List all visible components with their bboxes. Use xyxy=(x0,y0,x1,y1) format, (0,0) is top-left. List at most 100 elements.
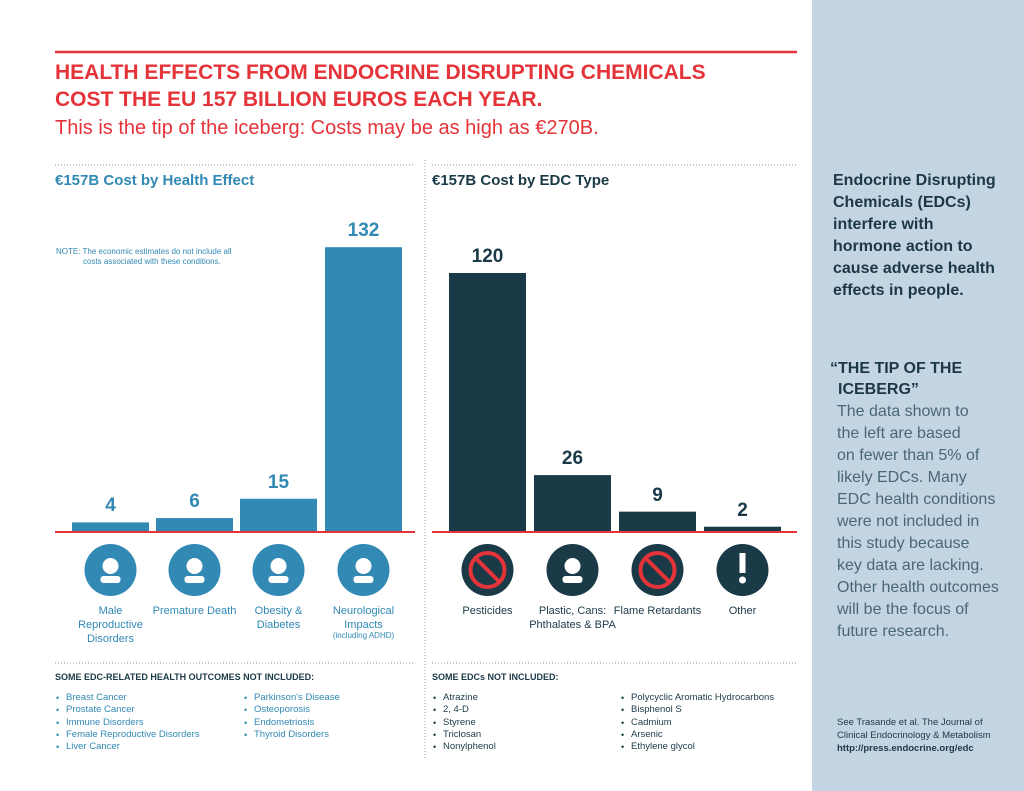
bar xyxy=(325,247,402,531)
icon xyxy=(739,553,746,573)
bar xyxy=(534,475,611,531)
sidebar-body: key data are lacking. xyxy=(837,557,984,574)
icon xyxy=(102,558,119,574)
sidebar-intro: effects in people. xyxy=(833,282,964,299)
category-label: Premature Death xyxy=(152,605,237,617)
bar xyxy=(156,518,233,531)
list-item: Ethylene glycol • xyxy=(621,741,695,753)
list-item: Arsenic • xyxy=(621,728,663,740)
sidebar-intro: interfere with xyxy=(833,216,934,233)
bar xyxy=(240,498,317,531)
value-label: 6 xyxy=(189,491,200,513)
bar xyxy=(72,522,149,531)
list-item: Parkinson's Disease • xyxy=(244,692,340,703)
sidebar-intro: Chemicals (EDCs) xyxy=(833,194,971,211)
icon xyxy=(100,576,121,583)
list-item: Cadmium • xyxy=(621,716,672,728)
bar xyxy=(704,526,781,531)
icon xyxy=(468,551,507,589)
list-item: Endometriosis • xyxy=(244,716,315,728)
icon xyxy=(739,576,746,584)
bullet: • xyxy=(56,729,60,740)
sidebar-body: EDC health conditions xyxy=(837,491,996,508)
bullet: • xyxy=(621,693,625,703)
value-label: 26 xyxy=(561,448,584,470)
title: HEALTH EFFECTS FROM ENDOCRINE DISRUPTING… xyxy=(55,61,706,84)
list-item: Atrazine • xyxy=(433,692,478,703)
list-item: Prostate Cancer • xyxy=(56,704,135,716)
category-label: Obesity & Diabetes xyxy=(254,605,303,631)
icon xyxy=(355,558,372,574)
icon xyxy=(186,558,203,574)
sidebar-intro: cause adverse health xyxy=(833,260,995,277)
sidebar-intro: Endocrine Disrupting xyxy=(833,172,996,189)
bullet: • xyxy=(244,729,248,740)
value-label: 120 xyxy=(471,246,504,267)
sidebar-body: the left are based xyxy=(837,425,961,442)
bullet: • xyxy=(433,717,437,728)
list-title: SOME EDC-RELATED HEALTH OUTCOMES NOT INC… xyxy=(55,672,315,682)
bullet: • xyxy=(56,717,60,728)
note: NOTE: The economic estimates do not incl… xyxy=(56,247,232,266)
citation: See Trasande et al. The Journal of xyxy=(837,716,983,728)
category-label: Flame Retardants xyxy=(613,605,702,617)
bullet: • xyxy=(433,742,437,753)
value-label: 2 xyxy=(737,499,748,521)
sidebar-body: Other health outcomes xyxy=(837,579,999,596)
icon xyxy=(644,556,671,584)
value-label: 132 xyxy=(347,220,380,242)
title: COST THE EU 157 BILLION EUROS EACH YEAR. xyxy=(55,88,543,111)
sidebar-body: will be the focus of xyxy=(837,601,969,618)
category-label: Male Reproductive Disorders xyxy=(78,605,143,645)
sidebar-body: The data shown to xyxy=(837,403,969,420)
chart-title: €157B Cost by Health Effect xyxy=(55,172,255,189)
list-item: Triclosan • xyxy=(433,728,482,740)
bar xyxy=(449,273,526,531)
bullet: • xyxy=(56,742,60,753)
sidebar-quote: “THE TIP OF THE xyxy=(830,359,963,377)
bullet: • xyxy=(621,705,625,716)
bar xyxy=(619,511,696,531)
bullet: • xyxy=(244,705,248,716)
list-item: Bisphenol S • xyxy=(621,704,682,716)
value-label: 9 xyxy=(652,484,663,506)
bullet: • xyxy=(244,717,248,728)
bullet: • xyxy=(621,742,625,753)
sidebar-body: this study because xyxy=(837,535,970,552)
list-item: Nonylphenol • xyxy=(433,741,496,753)
bullet: • xyxy=(56,693,60,703)
bullet: • xyxy=(621,729,625,740)
bullet: • xyxy=(433,693,437,703)
value-label: 4 xyxy=(105,495,116,517)
sidebar-body: were not included in xyxy=(837,513,980,530)
citation: Clinical Endocrinology & Metabolism xyxy=(837,729,991,741)
list-item: Polycyclic Aromatic Hydrocarbons • xyxy=(621,692,775,703)
list-item: Female Reproductive Disorders • xyxy=(56,728,200,740)
icon xyxy=(474,556,501,584)
annotation: (including ADHD) xyxy=(332,631,395,640)
list-item: Immune Disorders • xyxy=(56,716,144,728)
category-label: Plastic, Cans: Phthalates & BPA xyxy=(529,605,616,631)
bullet: • xyxy=(621,717,625,728)
bullet: • xyxy=(433,729,437,740)
sidebar-quote: ICEBERG” xyxy=(838,380,919,398)
list-item: Thyroid Disorders • xyxy=(244,728,329,740)
icon xyxy=(353,576,374,583)
bullet: • xyxy=(56,705,60,716)
list-item: Liver Cancer • xyxy=(56,741,120,753)
category-label: Other xyxy=(728,605,757,617)
sidebar-body: likely EDCs. Many xyxy=(837,469,967,486)
list-item: Osteoporosis • xyxy=(244,704,310,716)
bullet: • xyxy=(244,693,248,703)
subtitle: This is the tip of the iceberg: Costs ma… xyxy=(55,117,599,139)
icon xyxy=(562,576,583,583)
value-label: 15 xyxy=(267,471,290,493)
sidebar-body: future research. xyxy=(837,623,950,640)
icon xyxy=(564,558,581,574)
icon xyxy=(184,576,205,583)
list-item: Styrene • xyxy=(433,716,476,728)
chart-title: €157B Cost by EDC Type xyxy=(432,172,610,189)
citation: http://press.endocrine.org/edc xyxy=(837,742,974,754)
